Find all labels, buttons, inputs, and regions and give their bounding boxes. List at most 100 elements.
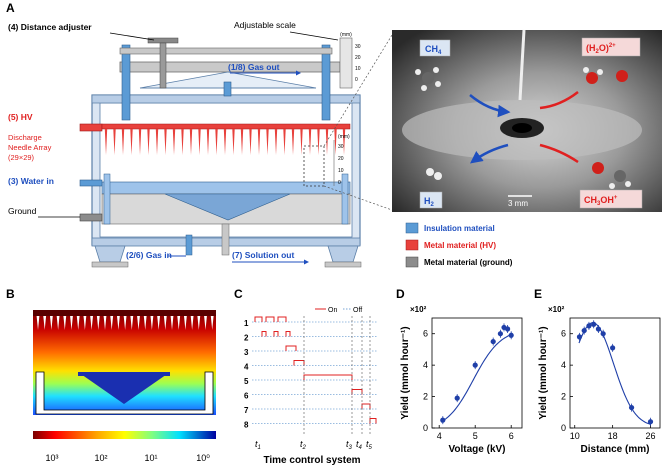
svg-text:CH3OH+: CH3OH+ <box>584 195 618 207</box>
svg-text:30: 30 <box>338 144 344 150</box>
label-gas-out: (1/8) Gas out <box>228 62 280 72</box>
svg-text:10²: 10² <box>94 453 107 463</box>
gap-scale-ruler: (mm) 30 20 10 0 <box>333 134 350 186</box>
y-tick-label: 4 <box>423 360 428 370</box>
sim-needle <box>163 316 167 330</box>
svg-text:20: 20 <box>355 55 361 61</box>
sim-needle <box>76 316 80 330</box>
needle <box>215 129 218 155</box>
needle <box>308 129 312 155</box>
panel-label-d: D <box>396 287 405 301</box>
svg-text:20: 20 <box>338 156 344 162</box>
svg-text:10: 10 <box>338 168 344 174</box>
legend-metal-ground: Metal material (ground) <box>424 258 513 267</box>
label-needle-array-2: Needle Array <box>8 143 52 152</box>
y-axis-multiplier: ×10² <box>548 305 565 314</box>
sim-needle <box>150 316 154 330</box>
photo-scale-bar: 3 mm <box>508 199 528 208</box>
svg-text:t4: t4 <box>356 439 363 451</box>
needle <box>334 129 337 155</box>
needle <box>317 129 320 155</box>
needle <box>147 129 150 155</box>
needle <box>223 129 227 155</box>
timing-on-pulse <box>351 389 363 395</box>
needle <box>138 129 142 155</box>
timing-xlabel: Time control system <box>263 455 360 466</box>
y-tick-label: 2 <box>423 392 428 402</box>
timing-on-pulse <box>261 331 267 337</box>
sim-needle <box>157 316 160 330</box>
sim-needle <box>96 316 100 330</box>
sim-needle <box>184 316 187 330</box>
svg-text:t5: t5 <box>366 439 373 451</box>
svg-text:10⁰: 10⁰ <box>196 453 210 463</box>
sim-needle <box>70 316 73 330</box>
sim-needle <box>137 316 140 330</box>
data-point <box>591 321 597 327</box>
discharge-needles <box>104 129 346 155</box>
needle <box>266 129 269 155</box>
svg-text:0: 0 <box>338 180 341 186</box>
x-tick-label: 18 <box>608 431 618 441</box>
chart-distance: 0 2 4 6 10 18 26 Yield (mmol hour⁻¹) ×10² Distanc… <box>538 305 661 455</box>
y-axis-multiplier: ×10² <box>410 305 427 314</box>
sim-needle <box>123 316 127 330</box>
needle <box>291 129 295 155</box>
needle <box>164 129 167 155</box>
needle <box>240 129 244 155</box>
svg-text:CH4: CH4 <box>425 44 442 56</box>
sim-needle <box>43 316 47 330</box>
needle <box>181 129 184 155</box>
y-tick-label: 0 <box>561 423 566 433</box>
needle <box>121 129 125 155</box>
x-tick-label: 26 <box>646 431 656 441</box>
timing-on-pulse <box>277 316 287 322</box>
y-tick-label: 2 <box>561 392 566 402</box>
x-tick-label: 6 <box>509 431 514 441</box>
photo-label-h2o: (H <box>586 43 596 53</box>
y-axis-label: Yield (mmol hour⁻¹) <box>538 326 549 419</box>
sim-needle <box>103 316 107 330</box>
panel-label-a: A <box>6 1 15 15</box>
data-point <box>454 395 460 401</box>
sim-needle <box>110 316 114 330</box>
needle <box>189 129 193 155</box>
sim-needle <box>50 316 53 330</box>
sim-needle <box>36 316 40 330</box>
y-tick-label: 6 <box>561 329 566 339</box>
data-point <box>576 334 583 340</box>
svg-text:(mm): (mm) <box>340 32 352 38</box>
data-point <box>505 326 511 332</box>
data-point <box>472 362 478 368</box>
svg-text:t1: t1 <box>255 439 261 451</box>
data-point <box>440 417 446 423</box>
needle <box>283 129 286 155</box>
plot-frame <box>569 317 661 429</box>
legend-insulation: Insulation material <box>424 224 495 233</box>
x-tick-label: 4 <box>437 431 442 441</box>
label-needle-array-1: Discharge <box>8 133 42 142</box>
sim-needle <box>177 316 181 330</box>
label-hv: (5) HV <box>8 112 33 122</box>
needle <box>274 129 278 155</box>
needle <box>198 129 201 155</box>
timing-row-label: 6 <box>244 392 249 401</box>
sim-needle <box>190 316 194 330</box>
data-point <box>581 327 587 334</box>
svg-text:10³: 10³ <box>45 453 58 463</box>
svg-text:30: 30 <box>355 44 361 50</box>
label-distance-adjuster: (4) Distance adjuster <box>8 22 92 32</box>
sim-needle <box>170 316 174 330</box>
timing-on-pulse <box>254 316 263 322</box>
timing-row-label: 5 <box>244 377 249 386</box>
needle <box>325 129 329 155</box>
photo-label-h2: H <box>424 196 431 206</box>
label-needle-array-3: (29×29) <box>8 153 35 162</box>
timing-on-pulse <box>285 331 291 337</box>
needle <box>113 129 116 155</box>
y-tick-label: 4 <box>561 360 566 370</box>
label-solution-out: (7) Solution out <box>232 250 294 260</box>
svg-text:H2: H2 <box>424 196 435 208</box>
timing-on-pulse <box>303 374 353 380</box>
needle <box>342 129 346 155</box>
